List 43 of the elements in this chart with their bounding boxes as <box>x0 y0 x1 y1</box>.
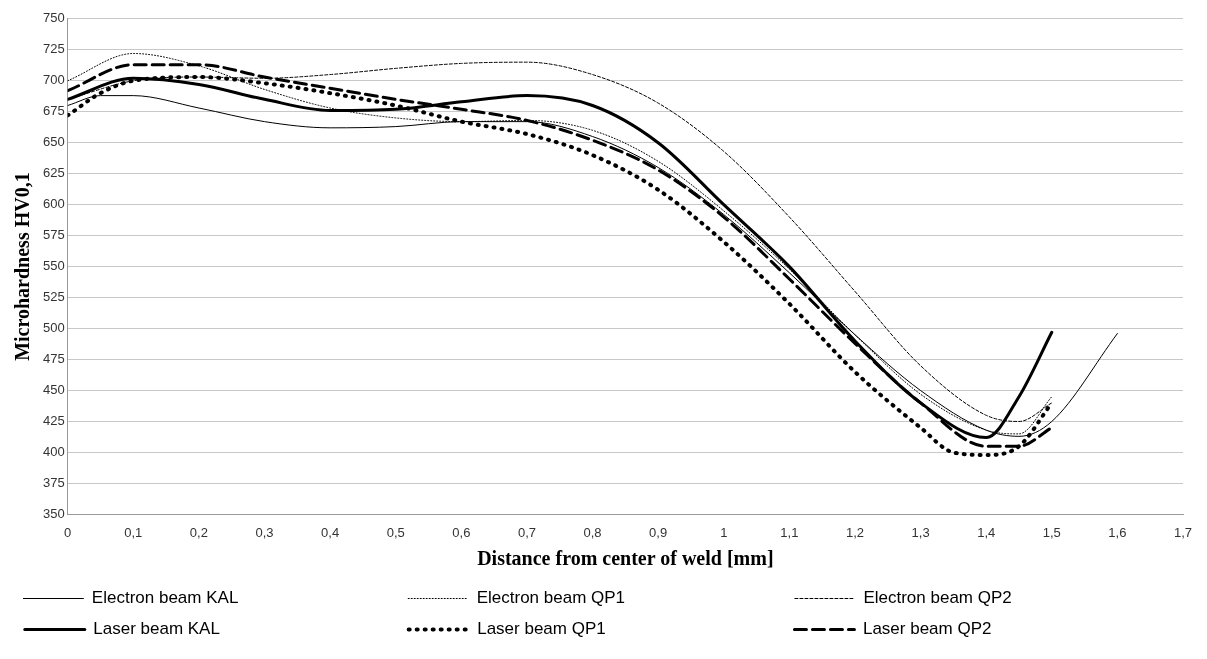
legend-label: Laser beam QP1 <box>477 619 781 639</box>
x-tick-label: 0,5 <box>386 524 405 540</box>
y-tick-label: 500 <box>42 320 65 336</box>
y-tick-label: 475 <box>42 351 65 367</box>
x-tick-label: 0,7 <box>517 524 536 540</box>
x-tick-label: 1,3 <box>911 524 930 540</box>
x-tick-label: 0,4 <box>321 524 340 540</box>
x-tick-label: 0,8 <box>583 524 602 540</box>
x-tick-label: 1,4 <box>977 524 996 540</box>
y-tick-label: 725 <box>42 41 65 57</box>
x-tick-label: 0,3 <box>255 524 274 540</box>
y-tick-label: 525 <box>42 289 65 305</box>
legend-label: Electron beam QP2 <box>863 588 1168 608</box>
x-tick-label: 0,6 <box>452 524 471 540</box>
x-tick-label: 0,9 <box>649 524 668 540</box>
x-tick-label: 1,5 <box>1042 524 1061 540</box>
y-tick-label: 450 <box>42 382 65 398</box>
legend-label: Laser beam QP2 <box>862 619 1167 639</box>
x-tick-label: 1,6 <box>1108 524 1127 540</box>
y-axis-title: Microhardness HV0,1 <box>11 172 34 361</box>
x-tick-label: 0,2 <box>189 524 208 540</box>
x-tick-label: 1 <box>720 524 728 540</box>
y-tick-label: 425 <box>42 413 65 429</box>
y-tick-label: 375 <box>42 475 65 490</box>
x-tick-label: 0 <box>64 524 72 540</box>
x-tick-label: 1,7 <box>1173 524 1193 540</box>
y-tick-label: 550 <box>42 258 65 274</box>
y-tick-label: 650 <box>42 134 65 150</box>
y-tick-label: 400 <box>42 444 65 460</box>
legend-label: Electron beam QP1 <box>476 588 781 608</box>
y-tick-label: 625 <box>42 165 65 181</box>
y-tick-label: 600 <box>42 196 65 212</box>
x-axis-title: Distance from center of weld [mm] <box>477 547 774 570</box>
x-tick-label: 0,1 <box>124 524 143 540</box>
y-tick-label: 750 <box>42 10 65 26</box>
y-tick-label: 675 <box>42 103 65 119</box>
x-tick-label: 1,2 <box>845 524 865 540</box>
y-tick-label: 350 <box>42 505 65 521</box>
y-tick-label: 575 <box>42 227 65 243</box>
y-tick-label: 700 <box>42 72 65 88</box>
legend-label: Laser beam KAL <box>93 619 395 639</box>
x-tick-label: 1,1 <box>780 524 799 540</box>
legend-label: Electron beam KAL <box>91 588 394 608</box>
